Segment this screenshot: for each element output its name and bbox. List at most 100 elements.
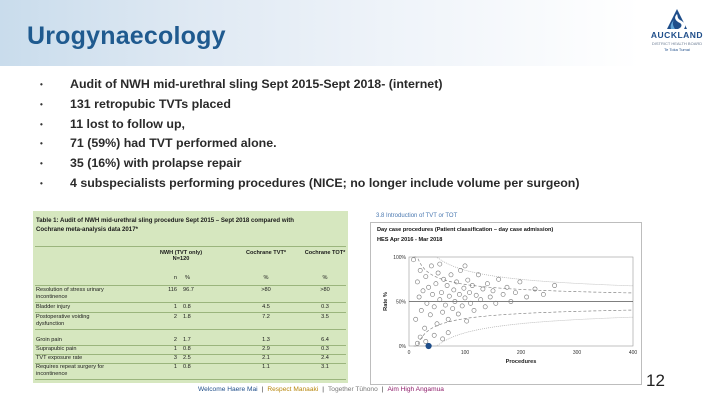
data-point <box>462 295 468 301</box>
table-divider <box>35 312 346 313</box>
bullet-dot-icon: • <box>40 139 43 149</box>
data-point <box>440 336 445 342</box>
data-point <box>459 303 465 309</box>
data-point <box>500 292 506 297</box>
bullet-dot-icon: • <box>40 80 43 89</box>
row-tvt: 1.1 <box>262 364 270 370</box>
row-label: Requires repeat surgery for incontinence <box>36 364 148 377</box>
data-point <box>430 292 435 297</box>
table-divider <box>35 302 346 303</box>
data-point <box>508 299 514 304</box>
data-point <box>431 332 437 338</box>
row-label: Groin pain <box>36 337 62 343</box>
data-point <box>469 283 475 288</box>
control-limit-lower <box>413 309 634 347</box>
data-point <box>423 339 429 344</box>
data-point <box>478 297 484 303</box>
data-point <box>413 316 419 322</box>
table-title-line: Table 1: Audit of NWH mid-urethral sling… <box>36 217 295 224</box>
funnel-plot: Day case procedures (Patient classificat… <box>370 222 642 385</box>
row-n: 2 <box>173 314 177 320</box>
data-point <box>446 293 452 299</box>
data-point <box>444 283 450 288</box>
row-label-line: dysfunction <box>36 320 65 327</box>
data-point <box>426 284 431 290</box>
bullet-text: 71 (59%) had TVT performed alone. <box>70 136 277 151</box>
data-point <box>465 277 471 283</box>
bullet-text: 35 (16%) with prolapse repair <box>70 156 242 171</box>
row-tvt: 7.2 <box>262 314 270 320</box>
y-tick-label: 50% <box>396 300 407 306</box>
bullet-text: 11 lost to follow up, <box>70 116 185 131</box>
slide-title: Urogynaecology <box>27 22 226 50</box>
row-pct: 96.7 <box>183 287 194 293</box>
row-tvt: 1.3 <box>262 337 270 343</box>
header-tot-unit: % <box>322 275 328 281</box>
bullet-item: • 131 retropubic TVTs placed <box>40 95 620 115</box>
row-n: 1 <box>173 346 177 352</box>
footer-value-aim-high: Aim High Angamua <box>387 386 444 393</box>
y-tick-label: 0% <box>399 344 407 350</box>
bullet-text: 131 retropubic TVTs placed <box>70 96 231 111</box>
table-divider <box>35 285 346 286</box>
data-point <box>445 330 451 336</box>
row-tot: >80 <box>320 287 330 293</box>
table-divider <box>35 345 346 346</box>
table-divider <box>35 246 346 247</box>
data-point <box>485 281 490 287</box>
bullet-dot-icon: • <box>40 119 43 129</box>
data-point <box>471 308 477 313</box>
highlight-point <box>425 342 432 350</box>
title-banner <box>0 0 640 66</box>
header-pct: % <box>185 275 190 281</box>
row-pct: 1.7 <box>183 337 191 343</box>
data-point <box>448 272 454 278</box>
x-tick-label: 300 <box>573 350 582 356</box>
table-title: Table 1: Audit of NWH mid-urethral sling… <box>36 216 346 234</box>
data-point <box>416 294 422 300</box>
data-point <box>451 287 457 293</box>
data-point <box>418 308 424 313</box>
data-point <box>427 312 433 318</box>
data-point <box>431 304 437 310</box>
data-point <box>445 316 451 322</box>
row-label: Bladder injury <box>36 304 71 310</box>
data-point <box>415 279 420 285</box>
bullet-text: Audit of NWH mid-urethral sling Sept 201… <box>70 77 443 91</box>
chart-caption: 3.8 Introduction of TVT or TOT <box>376 213 458 219</box>
row-tvt: 2.9 <box>262 346 270 352</box>
row-label-line: Resolution of stress urinary <box>36 287 104 293</box>
chart-title: Day case procedures (Patient classificat… <box>377 227 554 233</box>
table-title-line: Cochrane meta-analysis data 2017* <box>36 226 138 233</box>
row-pct: 0.8 <box>183 304 191 310</box>
row-label: Postoperative voiding dysfunction <box>36 314 148 327</box>
data-point <box>415 340 420 346</box>
row-tvt: >80 <box>261 287 271 293</box>
data-point <box>462 263 468 269</box>
auckland-dhb-logo-icon <box>667 9 687 29</box>
data-point <box>417 334 423 340</box>
chart-canvas: 0% 50% 100% 0 100 200 300 400 Procedures Rate % <box>383 255 637 365</box>
data-point <box>468 300 473 306</box>
row-tot: 0.3 <box>321 346 329 352</box>
data-point <box>493 300 499 306</box>
table-divider <box>35 363 346 364</box>
control-limit-upper <box>413 256 633 287</box>
bullet-dot-icon: • <box>40 159 43 169</box>
row-tot: 2.4 <box>321 355 329 361</box>
data-point <box>487 294 493 300</box>
bullet-list: • Audit of NWH mid-urethral sling Sept 20… <box>40 75 620 194</box>
data-point <box>434 321 440 327</box>
header-tvt-unit: % <box>263 275 269 281</box>
row-n: 1 <box>173 304 177 310</box>
row-label-line: incontinence <box>36 293 68 300</box>
bullet-dot-icon: • <box>40 99 43 109</box>
row-tot: 6.4 <box>321 337 329 343</box>
audit-table: Table 1: Audit of NWH mid-urethral sling… <box>33 211 348 383</box>
bullet-text: 4 subspecialists performing procedures (… <box>70 175 580 190</box>
data-point <box>433 281 439 287</box>
data-point <box>439 290 444 295</box>
data-point <box>512 290 518 295</box>
footer-value-welcome: Welcome Haere Mai <box>198 386 258 393</box>
data-point <box>552 283 557 288</box>
